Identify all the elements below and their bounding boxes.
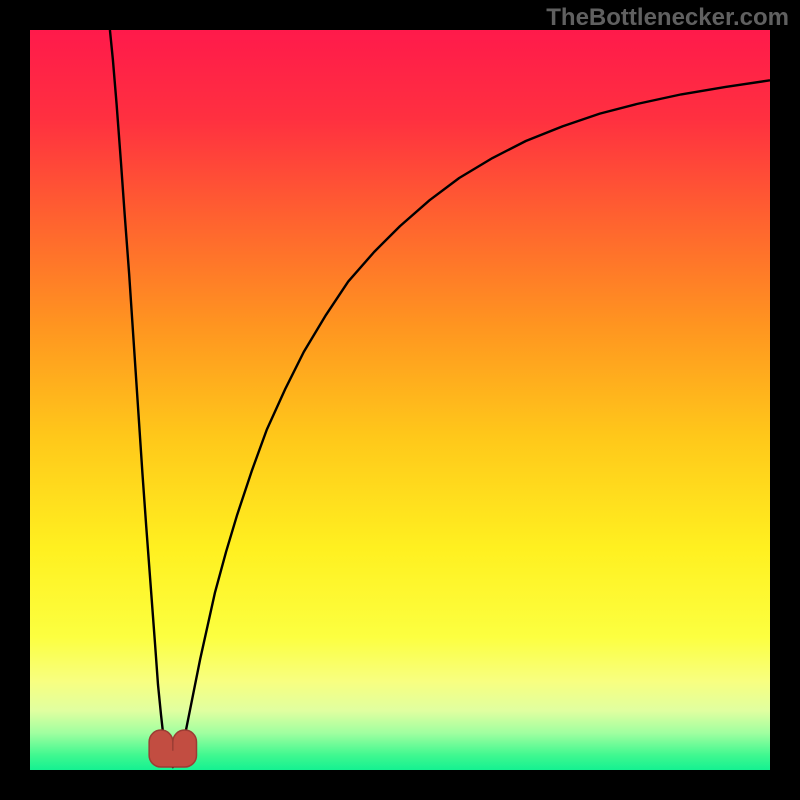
chart-background [30,30,770,770]
chart-frame [0,0,800,800]
chart-svg [30,30,770,770]
watermark-text: TheBottlenecker.com [546,4,789,32]
plot-area [30,30,770,770]
